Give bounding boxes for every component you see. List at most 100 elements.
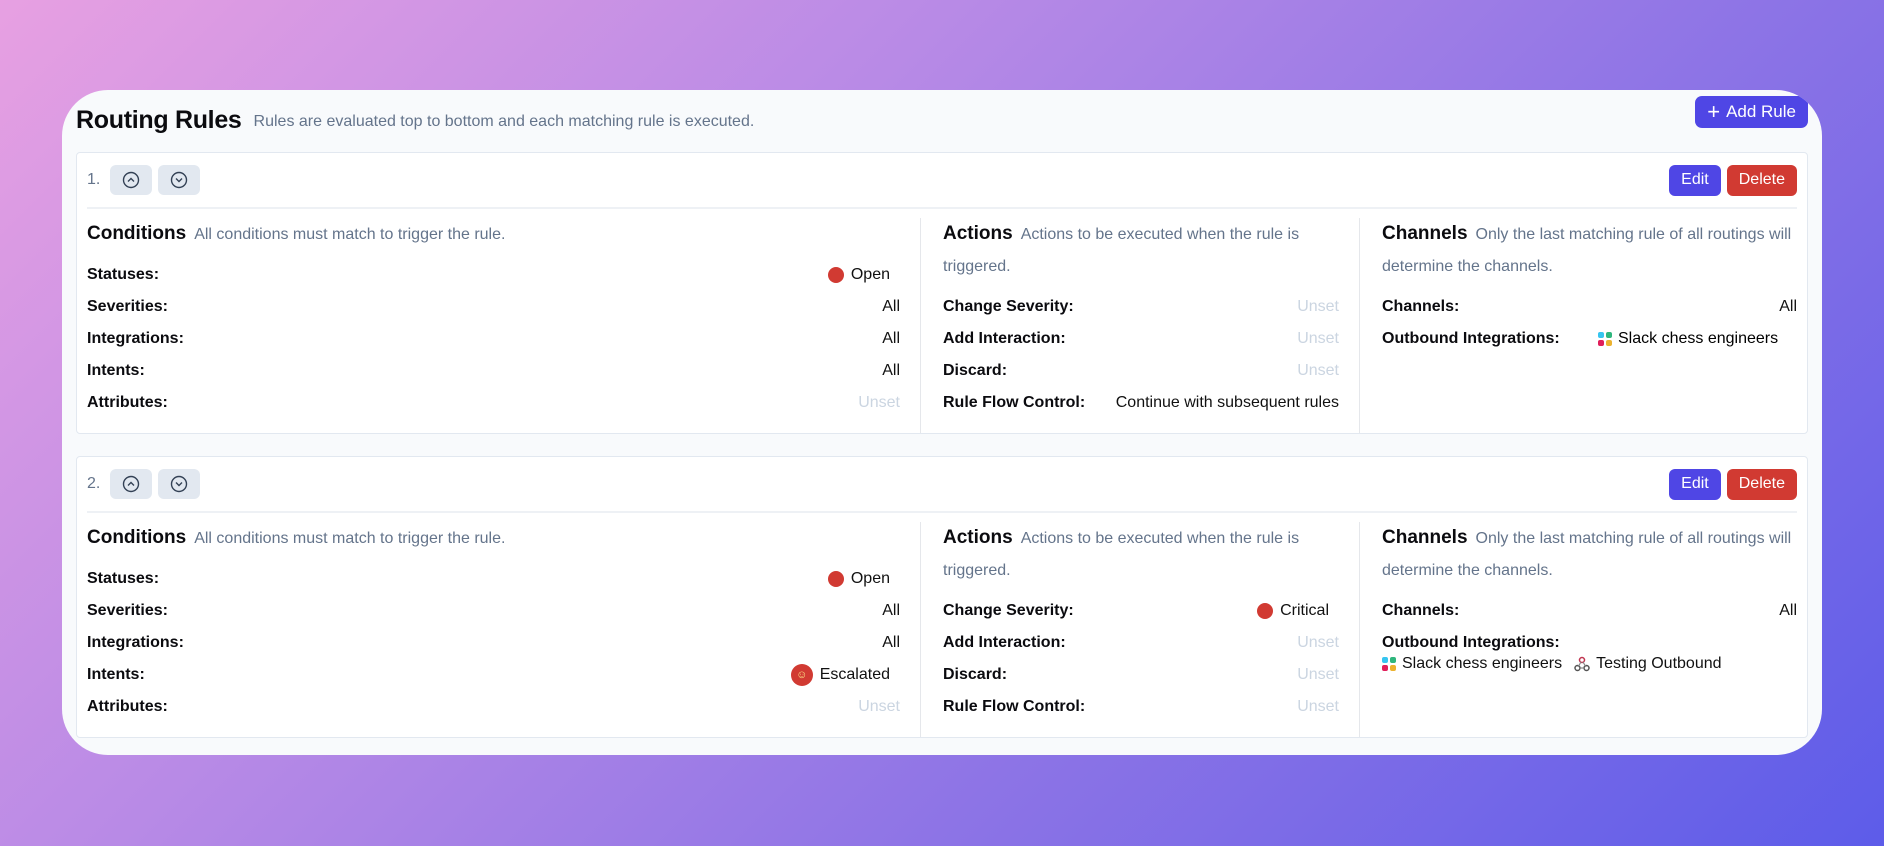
channels-value: All: [1779, 602, 1797, 619]
severities-row: Severities: All: [87, 595, 900, 627]
slack-icon: [1382, 657, 1396, 671]
chevron-down-circle-icon: [171, 171, 188, 189]
rule-card: 1. Edit Delete Conditions All conditions m…: [76, 152, 1808, 434]
conditions-description: All conditions must match to trigger the…: [194, 530, 506, 547]
edit-button[interactable]: Edit: [1669, 164, 1721, 196]
channels-description: Only the last matching rule of all routi…: [1382, 530, 1792, 579]
escalated-avatar-icon: ☺: [790, 664, 813, 686]
outbound-label: Outbound Integrations:: [1382, 634, 1560, 651]
move-down-button[interactable]: [158, 165, 201, 195]
attributes-row: Attributes: Unset: [87, 387, 900, 419]
rule-header: 2. Edit Delete: [87, 457, 1797, 513]
delete-button[interactable]: Delete: [1726, 164, 1797, 196]
delete-button[interactable]: Delete: [1726, 468, 1797, 500]
add-interaction-label: Add Interaction:: [943, 634, 1066, 651]
conditions-section: Conditions All conditions must match to t…: [87, 218, 920, 433]
intents-value: All: [882, 362, 900, 379]
webhook-icon: [1574, 656, 1590, 672]
outbound-integration: Slack chess engineers: [1598, 330, 1778, 348]
outbound-integration: Testing Outbound: [1574, 655, 1722, 673]
status-dot-icon: [827, 571, 844, 587]
chevron-up-circle-icon: [123, 475, 140, 493]
integrations-value: All: [882, 634, 900, 651]
severities-value: All: [882, 298, 900, 315]
actions-title: Actions: [943, 527, 1013, 548]
plus-icon: +: [1707, 99, 1721, 124]
move-down-button[interactable]: [158, 469, 201, 499]
add-interaction-value: Unset: [1297, 330, 1339, 347]
severity-dot-icon: [1257, 603, 1274, 619]
intents-row: Intents: All: [87, 355, 900, 387]
integrations-value: All: [882, 330, 900, 347]
channels-value: All: [1779, 298, 1797, 315]
attributes-row: Attributes: Unset: [87, 691, 900, 723]
change-severity-value: Critical: [1280, 602, 1329, 619]
attributes-value: Unset: [858, 698, 900, 715]
outbound-integration-name: Slack chess engineers: [1618, 330, 1779, 347]
move-up-button[interactable]: [110, 469, 153, 499]
integrations-label: Integrations:: [87, 634, 184, 651]
edit-button[interactable]: Edit: [1669, 468, 1721, 500]
rule-flow-value: Continue with subsequent rules: [1115, 394, 1339, 411]
actions-title: Actions: [943, 223, 1013, 244]
move-up-button[interactable]: [110, 165, 153, 195]
page-title: Routing Rules: [76, 105, 242, 134]
conditions-description: All conditions must match to trigger the…: [194, 226, 506, 243]
attributes-value: Unset: [858, 394, 900, 411]
add-interaction-value: Unset: [1297, 634, 1339, 651]
channels-title: Channels: [1382, 527, 1468, 548]
statuses-value: Open: [850, 570, 890, 587]
discard-row: Discard: Unset: [943, 355, 1339, 387]
conditions-section: Conditions All conditions must match to t…: [87, 522, 920, 737]
channels-section: Channels Only the last matching rule of a…: [1359, 522, 1797, 737]
severities-label: Severities:: [87, 298, 168, 315]
statuses-label: Statuses:: [87, 266, 160, 283]
channels-row: Channels: All: [1382, 291, 1797, 323]
status-dot-icon: [827, 267, 844, 283]
statuses-row: Statuses: Open: [87, 259, 900, 291]
outbound-integration-name: Slack chess engineers: [1402, 655, 1563, 672]
statuses-value: Open: [850, 266, 890, 283]
discard-label: Discard:: [943, 666, 1008, 683]
channels-label: Channels:: [1382, 298, 1460, 315]
add-interaction-label: Add Interaction:: [943, 330, 1066, 347]
discard-row: Discard: Unset: [943, 659, 1339, 691]
conditions-title: Conditions: [87, 527, 187, 548]
rule-flow-label: Rule Flow Control:: [943, 394, 1086, 411]
chevron-down-circle-icon: [171, 475, 188, 493]
rule-flow-row: Rule Flow Control: Unset: [943, 691, 1339, 723]
rule-number: 1.: [87, 171, 101, 188]
outbound-integration: Slack chess engineers: [1382, 655, 1562, 673]
attributes-label: Attributes:: [87, 698, 168, 715]
actions-section: Actions Actions to be executed when the r…: [920, 522, 1359, 737]
channels-title: Channels: [1382, 223, 1468, 244]
outbound-row: Outbound Integrations: Slack chess engin…: [1382, 323, 1797, 355]
integrations-label: Integrations:: [87, 330, 184, 347]
rule-number: 2.: [87, 475, 101, 492]
change-severity-row: Change Severity: Unset: [943, 291, 1339, 323]
discard-value: Unset: [1297, 666, 1339, 683]
add-interaction-row: Add Interaction: Unset: [943, 627, 1339, 659]
severities-label: Severities:: [87, 602, 168, 619]
severities-value: All: [882, 602, 900, 619]
integrations-row: Integrations: All: [87, 627, 900, 659]
channels-row: Channels: All: [1382, 595, 1797, 627]
channels-description: Only the last matching rule of all routi…: [1382, 226, 1792, 275]
add-rule-button[interactable]: + Add Rule: [1695, 96, 1808, 128]
rule-flow-value: Unset: [1297, 698, 1339, 715]
page-subtitle: Rules are evaluated top to bottom and ea…: [253, 113, 755, 130]
rule-card: 2. Edit Delete Conditions All conditions m…: [76, 456, 1808, 738]
page-header: Routing Rules Rules are evaluated top to…: [76, 96, 1808, 140]
add-interaction-row: Add Interaction: Unset: [943, 323, 1339, 355]
channels-section: Channels Only the last matching rule of a…: [1359, 218, 1797, 433]
change-severity-row: Change Severity: Critical: [943, 595, 1339, 627]
slack-icon: [1598, 332, 1612, 346]
actions-description: Actions to be executed when the rule is …: [943, 530, 1300, 579]
statuses-label: Statuses:: [87, 570, 160, 587]
actions-section: Actions Actions to be executed when the r…: [920, 218, 1359, 433]
outbound-integration-name: Testing Outbound: [1596, 655, 1722, 672]
outbound-label: Outbound Integrations:: [1382, 330, 1560, 347]
channels-label: Channels:: [1382, 602, 1460, 619]
attributes-label: Attributes:: [87, 394, 168, 411]
change-severity-value: Unset: [1297, 298, 1339, 315]
